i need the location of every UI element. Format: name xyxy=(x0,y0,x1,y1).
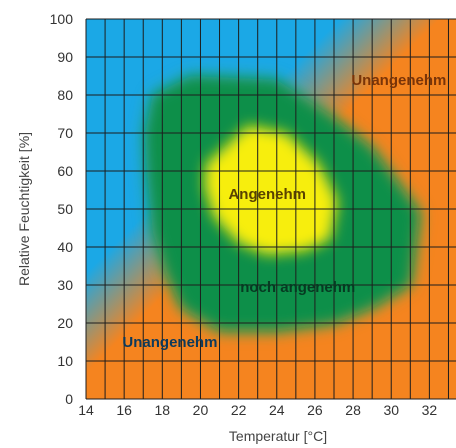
y-tick-label: 100 xyxy=(50,11,74,27)
region-label: Angenehm xyxy=(228,186,306,203)
x-tick-label: 24 xyxy=(269,402,285,418)
y-tick-label: 50 xyxy=(57,201,73,217)
x-tick-label: 28 xyxy=(345,402,361,418)
y-tick-label: 90 xyxy=(57,49,73,65)
grid-lines xyxy=(85,18,456,400)
y-tick-label: 0 xyxy=(65,391,73,407)
x-tick-label: 18 xyxy=(155,402,171,418)
x-tick-label: 14 xyxy=(78,402,94,418)
region-labels: Unangenehm Angenehm noch angenehm Unangeneh… xyxy=(122,72,446,351)
region-label: Unangenehm xyxy=(351,72,446,89)
y-tick-label: 20 xyxy=(57,315,73,331)
x-tick-label: 30 xyxy=(383,402,399,418)
x-tick-label: 22 xyxy=(231,402,247,418)
y-tick-label: 10 xyxy=(57,353,73,369)
region-label: noch angenehm xyxy=(240,279,355,296)
x-tick-label: 32 xyxy=(422,402,438,418)
y-tick-label: 40 xyxy=(57,239,73,255)
y-tick-label: 80 xyxy=(57,87,73,103)
region-label: Unangenehm xyxy=(122,334,217,351)
angenehm-zone xyxy=(204,125,338,255)
x-tick-label: 16 xyxy=(116,402,132,418)
x-tick-label: 26 xyxy=(307,402,323,418)
y-axis-label: Relative Feuchtigkeit [%] xyxy=(16,132,32,286)
y-tick-label: 60 xyxy=(57,163,73,179)
x-tick-labels: 14 16 18 20 22 24 26 28 30 32 xyxy=(78,402,437,418)
x-axis-label: Temperatur [°C] xyxy=(229,428,327,444)
y-tick-labels: 0 10 20 30 40 50 60 70 80 90 100 xyxy=(50,11,74,407)
x-tick-label: 20 xyxy=(193,402,209,418)
y-tick-label: 30 xyxy=(57,277,73,293)
y-tick-label: 70 xyxy=(57,125,73,141)
